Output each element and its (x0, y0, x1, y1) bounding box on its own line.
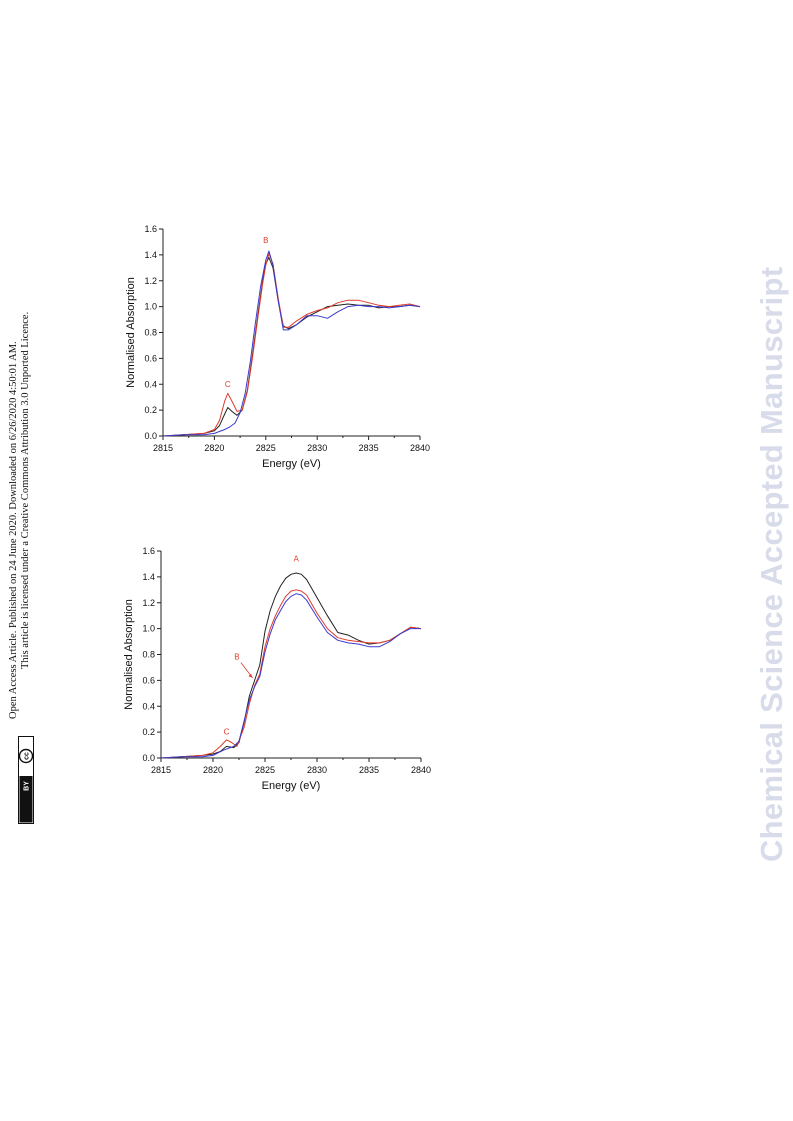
y-tick-label: 0.2 (144, 405, 157, 415)
y-tick-label: 1.6 (142, 546, 155, 556)
x-axis-label: Energy (eV) (262, 458, 321, 470)
y-tick-label: 0.4 (144, 379, 157, 389)
x-tick-label: 2840 (411, 765, 431, 775)
y-tick-label: 1.0 (144, 302, 157, 312)
x-tick-label: 2815 (151, 765, 171, 775)
peak-label-a: A (294, 554, 300, 563)
y-tick-label: 0.8 (144, 328, 157, 338)
x-tick-label: 2835 (359, 443, 379, 453)
y-tick-label: 1.2 (142, 598, 155, 608)
y-axis-label: Normalised Absorption (125, 277, 137, 388)
x-tick-label: 2835 (359, 765, 379, 775)
peak-label-c: C (225, 380, 231, 389)
y-tick-label: 1.4 (142, 572, 155, 582)
x-tick-label: 2825 (256, 443, 276, 453)
y-tick-label: 0.0 (142, 753, 155, 763)
x-tick-label: 2840 (410, 443, 430, 453)
annotation-arrowhead (248, 673, 253, 678)
series-line-red (160, 589, 422, 759)
x-axis-label: Energy (eV) (262, 780, 321, 792)
y-tick-label: 0.0 (144, 431, 157, 441)
cc-by-badge[interactable]: cc BY (18, 736, 34, 824)
cc-icon (18, 748, 34, 764)
cc-icon-label: cc (24, 752, 31, 760)
series-line-black (160, 572, 422, 759)
y-tick-label: 0.8 (142, 650, 155, 660)
x-tick-label: 2830 (307, 765, 327, 775)
x-tick-label: 2820 (203, 765, 223, 775)
series-line-blue (162, 250, 421, 437)
y-tick-label: 0.4 (142, 701, 155, 711)
y-tick-label: 1.6 (144, 224, 157, 234)
y-tick-label: 0.2 (142, 727, 155, 737)
y-tick-label: 1.4 (144, 250, 157, 260)
y-axis-label: Normalised Absorption (123, 599, 135, 710)
by-label: BY (24, 781, 31, 791)
peak-label-b: B (234, 653, 239, 662)
peak-label-b: B (263, 236, 268, 245)
x-tick-label: 2830 (307, 443, 327, 453)
y-tick-label: 0.6 (142, 675, 155, 685)
y-tick-label: 1.0 (142, 624, 155, 634)
y-tick-label: 0.6 (144, 353, 157, 363)
x-tick-label: 2825 (255, 765, 275, 775)
badge-dark-block (19, 776, 33, 823)
x-tick-label: 2820 (204, 443, 224, 453)
x-tick-label: 2815 (153, 443, 173, 453)
y-tick-label: 1.2 (144, 276, 157, 286)
series-line-blue (160, 593, 421, 759)
peak-label-c: C (224, 728, 230, 737)
